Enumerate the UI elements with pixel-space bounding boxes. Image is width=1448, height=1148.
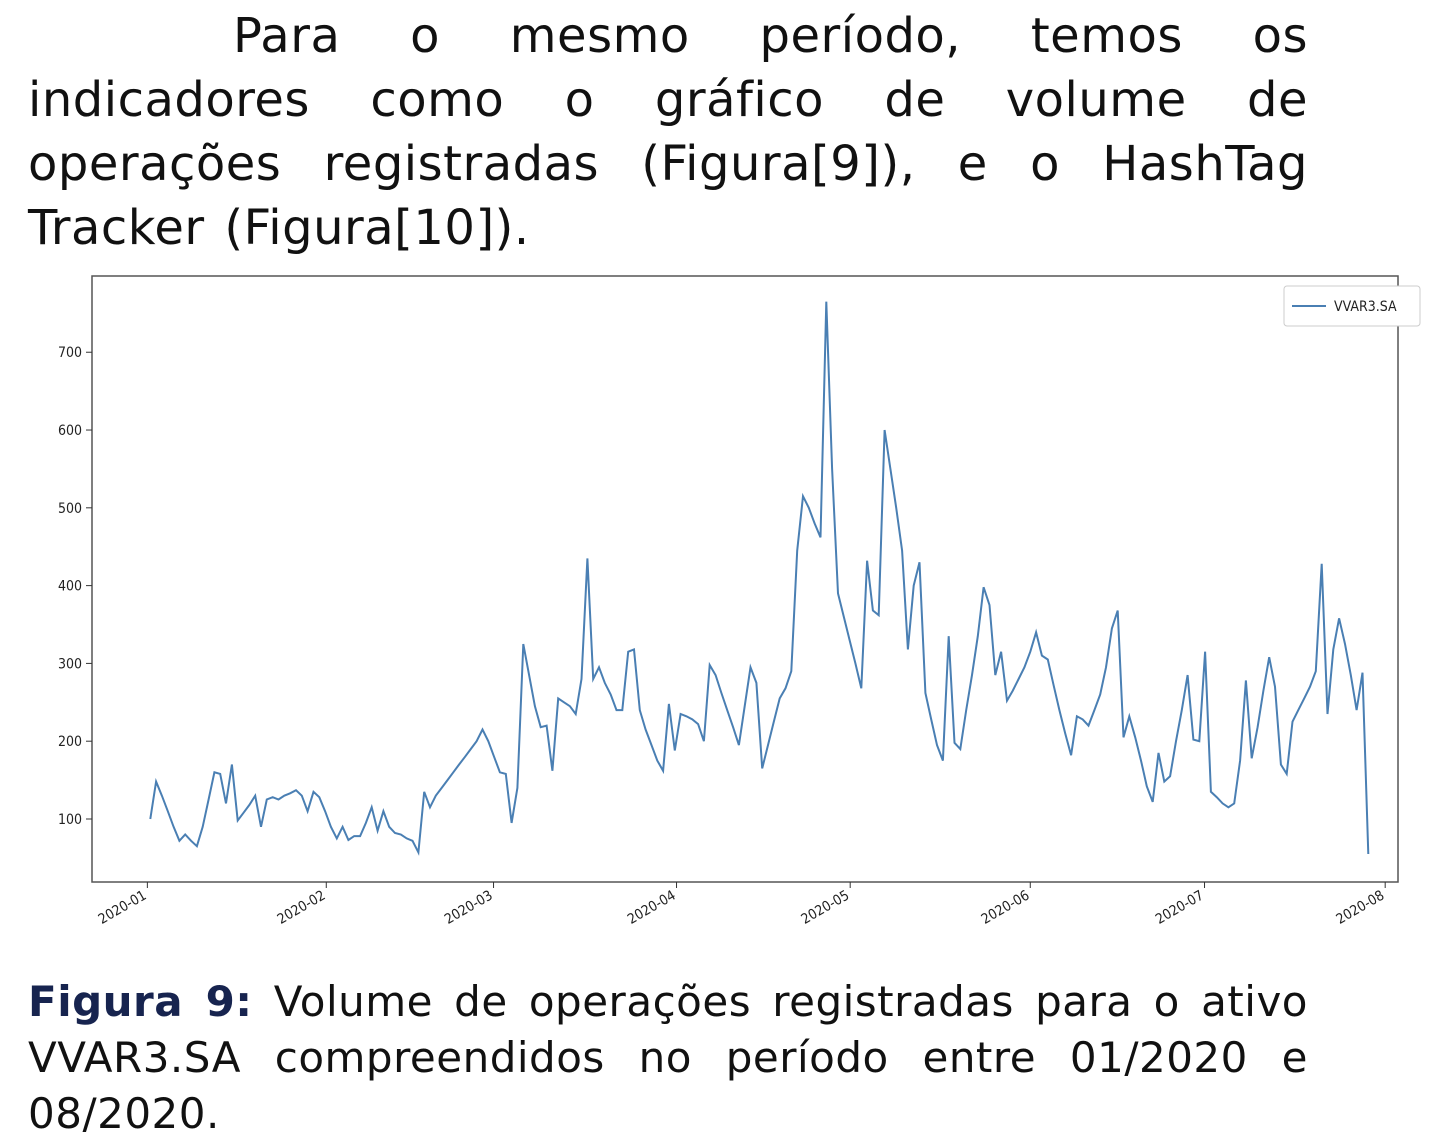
y-tick-label: 600	[58, 423, 82, 439]
x-tick-label: 2020-01	[96, 888, 150, 928]
y-tick-label: 200	[58, 734, 82, 750]
y-tick-label: 500	[58, 501, 82, 517]
x-tick-label: 2020-04	[625, 888, 679, 928]
legend-label: VVAR3.SA	[1334, 299, 1397, 315]
x-tick-label: 2020-05	[799, 888, 853, 928]
caption-label: Figura 9:	[28, 977, 253, 1026]
x-tick-label: 2020-06	[979, 888, 1033, 928]
y-tick-label: 700	[58, 345, 82, 361]
caption: Figura 9: Volume de operações registrada…	[28, 974, 1308, 1142]
paragraph: Para o mesmo período, temos os indicador…	[28, 8, 1308, 256]
x-tick-label: 2020-07	[1153, 888, 1207, 928]
chart: 100 200 300 400 500 600 700 2020-01 2020-02 2020-…	[58, 275, 1421, 928]
caption-text: Volume de operações registradas para o a…	[28, 977, 1308, 1138]
x-tick-label: 2020-02	[275, 888, 329, 928]
legend-box	[1283, 285, 1421, 327]
x-tick-label: 2020-08	[1334, 888, 1388, 928]
line	[149, 301, 1370, 856]
plot-frame	[91, 275, 1399, 883]
y-tick-label: 400	[58, 579, 82, 595]
x-tick-label: 2020-03	[442, 888, 496, 928]
y-tick-label: 100	[58, 812, 82, 828]
y-tick-label: 300	[58, 656, 82, 672]
